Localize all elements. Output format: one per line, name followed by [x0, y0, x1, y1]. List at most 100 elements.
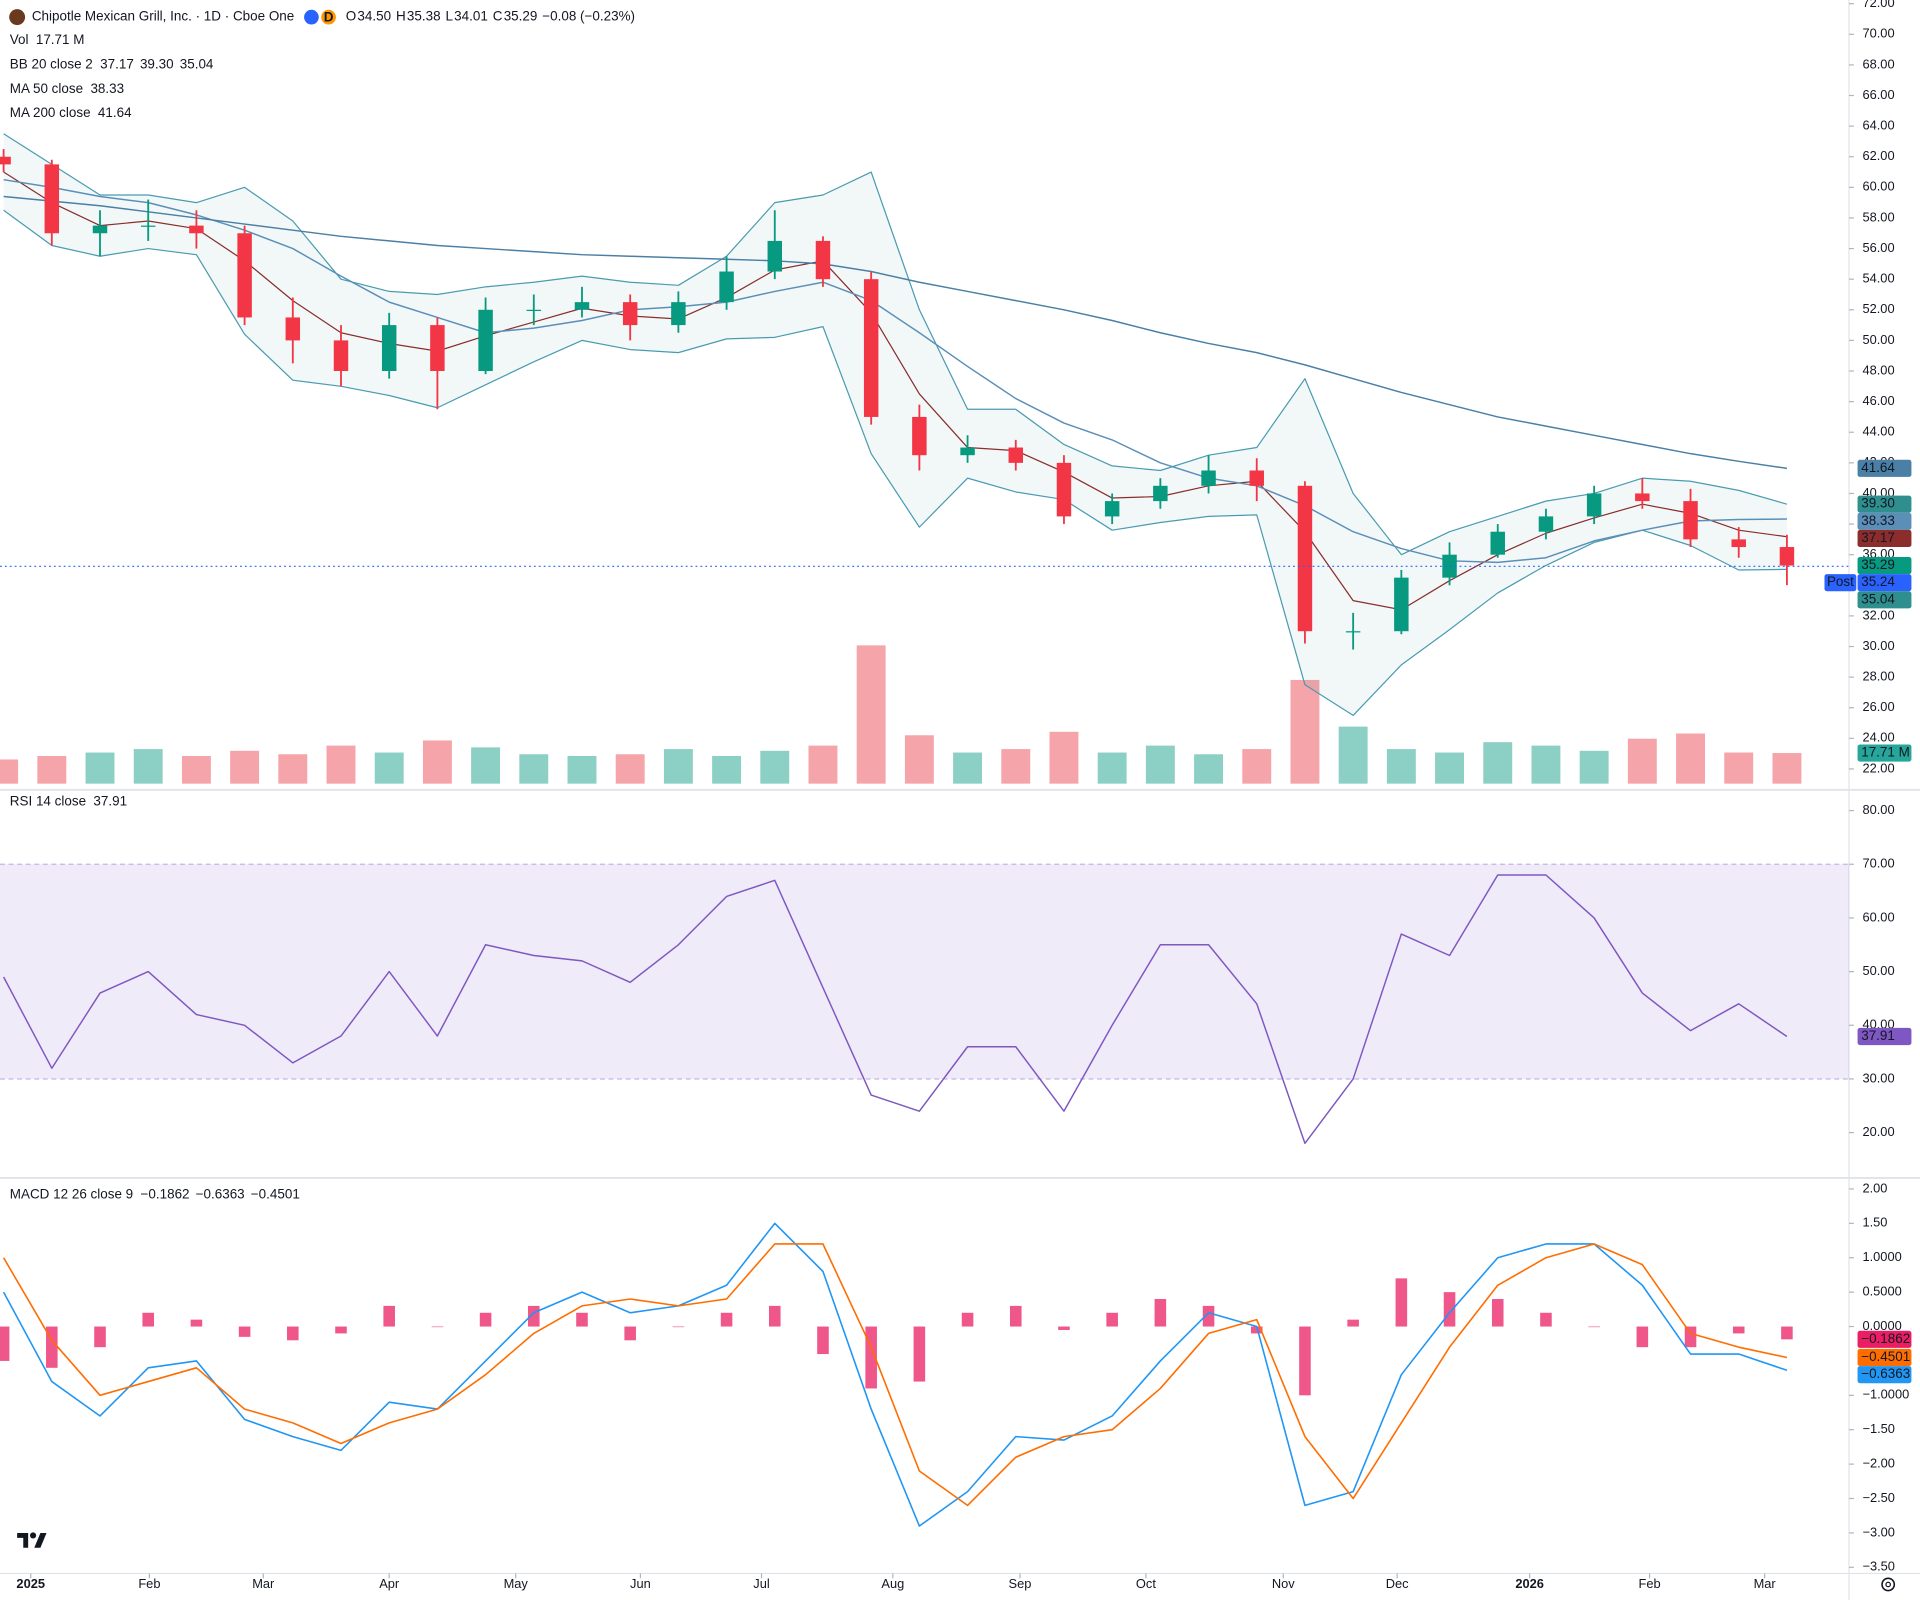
gear	[1881, 1577, 1896, 1592]
candle-body	[1394, 577, 1409, 632]
y-tick-label: −1.50	[1862, 1421, 1895, 1436]
macd-histogram-bar	[1154, 1299, 1167, 1327]
legend-name: MA 200 close	[10, 105, 91, 120]
legend-value: −0.4501	[251, 1187, 300, 1202]
ohlc-key: O	[346, 9, 356, 24]
y-tick-label: −2.00	[1862, 1456, 1895, 1471]
candle-body	[1104, 501, 1120, 517]
y-tick-label: 2.00	[1862, 1180, 1887, 1195]
y-tick-label: 70.00	[1862, 856, 1894, 871]
y-tick-label: 62.00	[1862, 148, 1894, 163]
post-tag-label: Post	[1827, 574, 1854, 589]
macd-histogram-bar	[1347, 1319, 1359, 1327]
logo-shape	[17, 1533, 29, 1548]
badge-icon	[304, 9, 319, 25]
x-tick-label: Mar	[252, 1576, 275, 1591]
x-tick-label: Jul	[753, 1576, 769, 1591]
y-tick-label: 58.00	[1862, 209, 1894, 224]
legend-value: −0.1862	[141, 1187, 190, 1202]
y-tick-label: −1.0000	[1862, 1387, 1909, 1402]
y-tick-label: 1.50	[1862, 1215, 1887, 1230]
candle-body	[767, 240, 783, 272]
y-tick-label: 60.00	[1862, 909, 1894, 924]
volume-bar	[1483, 742, 1513, 784]
settings-icon[interactable]	[1881, 1577, 1896, 1592]
volume-bar	[615, 754, 645, 784]
tradingview-logo[interactable]	[17, 1532, 47, 1548]
symbol-title: Chipotle Mexican Grill, Inc. · 1D · Cboe…	[32, 9, 294, 24]
y-tick-label: 0.5000	[1862, 1284, 1901, 1299]
candle-body	[1056, 462, 1072, 517]
y-tick-label: 26.00	[1862, 699, 1894, 714]
volume-bar	[808, 745, 838, 784]
timeframe-badge: D	[324, 9, 334, 24]
macd-histogram-bar	[1781, 1326, 1793, 1340]
candle-body	[1008, 447, 1023, 463]
candle-body	[671, 302, 686, 326]
candle-body	[189, 225, 204, 234]
ohlc-key: H	[396, 9, 406, 24]
volume-bar	[856, 645, 886, 784]
price-badge-label: −0.1862	[1861, 1331, 1910, 1346]
macd-histogram-bar	[672, 1326, 685, 1328]
symbol-logo	[9, 9, 26, 26]
macd-histogram-bar	[1250, 1326, 1263, 1334]
moving-average	[3, 195, 1788, 470]
candle-body	[381, 325, 397, 372]
y-tick-label: 66.00	[1862, 87, 1894, 102]
ohlc-key: C	[493, 9, 503, 24]
x-tick-label: Mar	[1754, 1576, 1777, 1591]
volume-bar	[37, 755, 67, 784]
volume-bar	[712, 755, 742, 784]
volume-bar	[1242, 749, 1272, 784]
y-tick-label: 1.0000	[1862, 1249, 1901, 1264]
macd-histogram-bar	[1106, 1312, 1118, 1327]
volume-bar	[567, 755, 597, 784]
price-badge	[1857, 574, 1912, 592]
candle-body	[622, 302, 638, 326]
candle-body	[960, 447, 975, 456]
macd-histogram-bar	[190, 1319, 203, 1327]
candle-body	[1490, 531, 1505, 555]
legend-name: MA 50 close	[10, 81, 83, 96]
gear-hub	[1885, 1581, 1891, 1588]
y-tick-label: −3.00	[1862, 1524, 1895, 1539]
logo-shape	[34, 1533, 47, 1548]
volume-bar	[1435, 752, 1465, 784]
macd-histogram-bar	[817, 1326, 829, 1355]
macd-histogram-bar	[1395, 1278, 1408, 1327]
price-badge-label: 41.64	[1861, 460, 1895, 475]
y-tick-label: 44.00	[1862, 424, 1894, 439]
y-tick-label: 64.00	[1862, 118, 1894, 133]
x-tick-label: 2025	[16, 1576, 45, 1591]
y-tick-label: 52.00	[1862, 301, 1894, 316]
y-tick-label: 72.00	[1862, 0, 1894, 10]
price-badge	[1857, 529, 1912, 548]
macd-histogram-bar	[1443, 1292, 1456, 1327]
macd-histogram-bar	[431, 1326, 444, 1328]
y-tick-label: 32.00	[1862, 607, 1894, 622]
volume-bar	[374, 752, 404, 784]
macd-histogram-bar	[768, 1305, 781, 1327]
volume-bar	[663, 749, 693, 784]
y-tick-label: 0.0000	[1862, 1318, 1901, 1333]
macd-histogram-bar	[142, 1312, 154, 1327]
macd-line	[2, 1222, 1788, 1527]
price-badge	[1857, 556, 1912, 575]
candle-body	[478, 309, 493, 372]
price-badge	[1857, 591, 1912, 609]
volume-bar	[1001, 749, 1031, 784]
macd-histogram-bar	[238, 1326, 251, 1337]
y-tick-label: 54.00	[1862, 271, 1894, 286]
y-tick-label: 30.00	[1862, 1070, 1894, 1085]
volume-bar	[1194, 754, 1224, 784]
candle-body	[863, 279, 879, 417]
x-tick-label: Feb	[1638, 1576, 1660, 1591]
y-tick-label: 40.00	[1862, 1017, 1894, 1032]
candle-body	[1442, 554, 1457, 578]
price-badge-label: −0.4501	[1861, 1349, 1910, 1364]
y-tick-label: 48.00	[1862, 362, 1894, 377]
moving-average	[3, 178, 1787, 564]
macd-histogram-bar	[624, 1326, 636, 1341]
